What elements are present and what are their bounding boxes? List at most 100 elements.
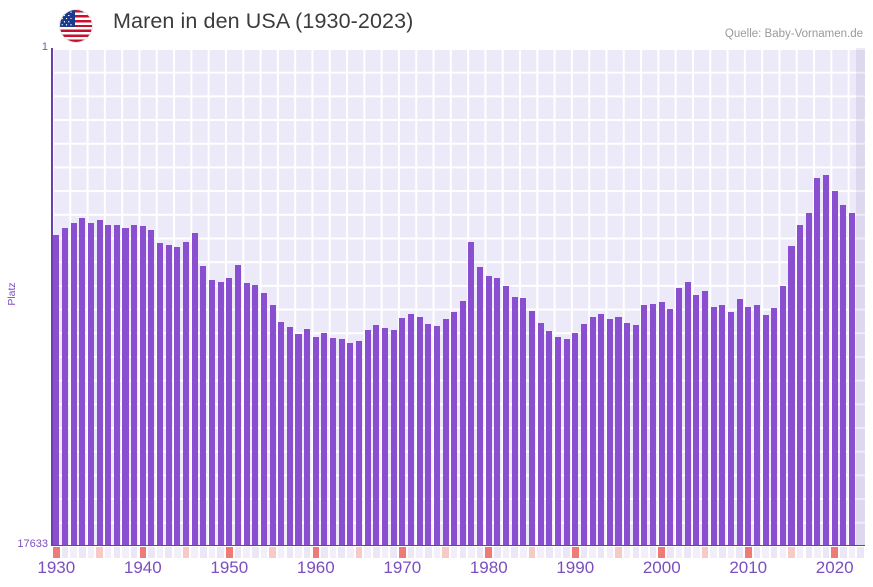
- bar-1953[interactable]: [252, 284, 259, 545]
- tick-cell-2019: [822, 546, 830, 558]
- bar-2021[interactable]: [840, 204, 847, 545]
- bar-1997[interactable]: [632, 324, 639, 545]
- bar-1972[interactable]: [416, 316, 423, 545]
- bar-1945[interactable]: [183, 242, 190, 545]
- bar-1977[interactable]: [459, 300, 466, 545]
- bar-2012[interactable]: [762, 314, 769, 545]
- bar-2019[interactable]: [823, 175, 830, 545]
- bar-1960[interactable]: [312, 336, 319, 545]
- bar-1933[interactable]: [79, 217, 86, 545]
- bar-1936[interactable]: [105, 225, 112, 545]
- bar-1965[interactable]: [356, 341, 363, 545]
- bar-1935[interactable]: [96, 220, 103, 545]
- bar-1976[interactable]: [451, 311, 458, 545]
- bar-1974[interactable]: [433, 325, 440, 545]
- bar-1940[interactable]: [139, 226, 146, 545]
- bar-1995[interactable]: [615, 317, 622, 545]
- bar-1992[interactable]: [589, 317, 596, 545]
- bar-1937[interactable]: [113, 225, 120, 545]
- bar-1978[interactable]: [468, 242, 475, 545]
- bar-2003[interactable]: [684, 281, 691, 545]
- bar-1971[interactable]: [407, 313, 414, 545]
- bar-1975[interactable]: [442, 318, 449, 545]
- bar-1967[interactable]: [373, 325, 380, 545]
- bar-1981[interactable]: [494, 278, 501, 545]
- bar-1963[interactable]: [338, 338, 345, 545]
- bar-1970[interactable]: [399, 318, 406, 545]
- bar-2006[interactable]: [710, 306, 717, 545]
- bar-1957[interactable]: [286, 327, 293, 545]
- bar-1941[interactable]: [148, 230, 155, 545]
- bar-1993[interactable]: [598, 314, 605, 545]
- bar-2015[interactable]: [788, 245, 795, 545]
- tick-cell-1946: [191, 546, 198, 558]
- bar-1943[interactable]: [165, 245, 172, 545]
- bar-1979[interactable]: [477, 267, 484, 545]
- bar-1964[interactable]: [347, 343, 354, 545]
- bar-1980[interactable]: [485, 276, 492, 545]
- bar-2001[interactable]: [667, 308, 674, 545]
- bar-1991[interactable]: [580, 323, 587, 545]
- tick-cell-1990: [571, 546, 579, 558]
- bar-2009[interactable]: [736, 298, 743, 545]
- bar-1950[interactable]: [226, 277, 233, 545]
- tick-cell-2008: [727, 546, 735, 558]
- bar-1990[interactable]: [572, 332, 579, 545]
- bar-2004[interactable]: [693, 294, 700, 545]
- bar-1959[interactable]: [304, 329, 311, 545]
- bar-1982[interactable]: [503, 286, 510, 545]
- bar-1942[interactable]: [157, 243, 164, 545]
- bar-1946[interactable]: [191, 232, 198, 545]
- bar-1934[interactable]: [87, 223, 94, 545]
- tick-cell-2016: [796, 546, 804, 558]
- tick-cell-1957: [286, 546, 294, 558]
- bar-1988[interactable]: [554, 337, 561, 545]
- bar-2016[interactable]: [797, 224, 804, 545]
- bar-1947[interactable]: [200, 265, 207, 545]
- bar-1954[interactable]: [260, 292, 267, 545]
- bar-2017[interactable]: [805, 213, 812, 545]
- bar-1962[interactable]: [330, 337, 337, 545]
- bar-2000[interactable]: [658, 302, 665, 545]
- bar-1944[interactable]: [174, 246, 181, 545]
- bar-1931[interactable]: [61, 227, 68, 545]
- bar-1989[interactable]: [563, 338, 570, 545]
- bar-1998[interactable]: [641, 305, 648, 545]
- bar-1985[interactable]: [528, 310, 536, 545]
- bar-1955[interactable]: [269, 305, 276, 545]
- bar-1961[interactable]: [321, 333, 328, 545]
- bar-1930[interactable]: [53, 235, 60, 545]
- bar-2011[interactable]: [753, 305, 760, 545]
- bar-1932[interactable]: [70, 223, 77, 545]
- bar-1973[interactable]: [425, 323, 432, 545]
- bar-1966[interactable]: [364, 329, 371, 545]
- bar-1969[interactable]: [390, 330, 397, 545]
- bar-2007[interactable]: [719, 304, 726, 545]
- bar-1948[interactable]: [208, 279, 216, 545]
- bar-1939[interactable]: [131, 225, 138, 545]
- bar-1949[interactable]: [217, 281, 224, 545]
- bar-2018[interactable]: [814, 177, 821, 545]
- bar-2010[interactable]: [745, 306, 752, 545]
- bar-1999[interactable]: [650, 303, 657, 545]
- bar-1956[interactable]: [278, 321, 285, 545]
- bar-1983[interactable]: [511, 296, 518, 545]
- bar-1951[interactable]: [234, 265, 241, 545]
- bar-2005[interactable]: [701, 290, 709, 545]
- bar-1968[interactable]: [381, 328, 388, 545]
- bar-1986[interactable]: [537, 323, 544, 545]
- bar-1938[interactable]: [122, 228, 129, 545]
- bar-1994[interactable]: [606, 318, 613, 545]
- bar-1996[interactable]: [624, 322, 631, 545]
- bar-1958[interactable]: [295, 333, 302, 545]
- bar-2013[interactable]: [771, 308, 778, 545]
- bar-2014[interactable]: [779, 285, 786, 545]
- bar-2008[interactable]: [727, 312, 734, 545]
- bar-2022[interactable]: [849, 213, 856, 545]
- tick-cell-1977: [459, 546, 467, 558]
- bar-1952[interactable]: [243, 282, 250, 545]
- bar-1987[interactable]: [546, 331, 553, 545]
- bar-1984[interactable]: [520, 298, 527, 545]
- bar-2002[interactable]: [676, 288, 683, 545]
- bar-2020[interactable]: [831, 191, 838, 545]
